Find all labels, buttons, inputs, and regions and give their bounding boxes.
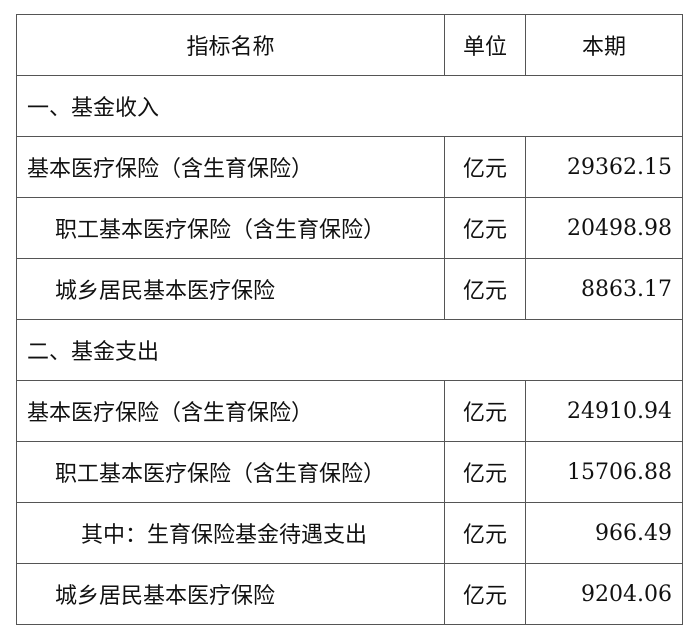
unit-cell: 亿元 — [444, 197, 526, 259]
section-title: 二、基金支出 — [16, 319, 683, 381]
table-row: 职工基本医疗保险（含生育保险） 亿元 15706.88 — [16, 441, 683, 503]
value-cell: 966.49 — [525, 502, 683, 564]
indicator-name: 职工基本医疗保险（含生育保险） — [16, 441, 445, 503]
indicator-name: 城乡居民基本医疗保险 — [16, 258, 445, 320]
indicator-name: 基本医疗保险（含生育保险） — [16, 136, 445, 198]
indicator-name: 基本医疗保险（含生育保险） — [16, 380, 445, 442]
value-cell: 24910.94 — [525, 380, 683, 442]
value-cell: 9204.06 — [525, 563, 683, 625]
table-row: 城乡居民基本医疗保险 亿元 8863.17 — [16, 258, 683, 320]
table-row: 基本医疗保险（含生育保险） 亿元 29362.15 — [16, 136, 683, 198]
value-cell: 29362.15 — [525, 136, 683, 198]
header-name: 指标名称 — [16, 14, 445, 76]
value-cell: 15706.88 — [525, 441, 683, 503]
indicator-name: 职工基本医疗保险（含生育保险） — [16, 197, 445, 259]
table-row: 基本医疗保险（含生育保险） 亿元 24910.94 — [16, 380, 683, 442]
unit-cell: 亿元 — [444, 563, 526, 625]
unit-cell: 亿元 — [444, 136, 526, 198]
unit-cell: 亿元 — [444, 441, 526, 503]
table-row: 其中：生育保险基金待遇支出 亿元 966.49 — [16, 502, 683, 564]
unit-cell: 亿元 — [444, 380, 526, 442]
section-title: 一、基金收入 — [16, 75, 683, 137]
value-cell: 20498.98 — [525, 197, 683, 259]
header-unit: 单位 — [444, 14, 526, 76]
table-header: 指标名称 单位 本期 — [16, 14, 683, 76]
fund-table: 指标名称 单位 本期 一、基金收入 基本医疗保险（含生育保险） 亿元 29362.15… — [16, 14, 683, 625]
section-row: 一、基金收入 — [16, 75, 683, 137]
indicator-name: 城乡居民基本医疗保险 — [16, 563, 445, 625]
header-current: 本期 — [525, 14, 683, 76]
unit-cell: 亿元 — [444, 502, 526, 564]
indicator-name: 其中：生育保险基金待遇支出 — [16, 502, 445, 564]
table-row: 城乡居民基本医疗保险 亿元 9204.06 — [16, 563, 683, 625]
unit-cell: 亿元 — [444, 258, 526, 320]
value-cell: 8863.17 — [525, 258, 683, 320]
section-row: 二、基金支出 — [16, 319, 683, 381]
table-row: 职工基本医疗保险（含生育保险） 亿元 20498.98 — [16, 197, 683, 259]
